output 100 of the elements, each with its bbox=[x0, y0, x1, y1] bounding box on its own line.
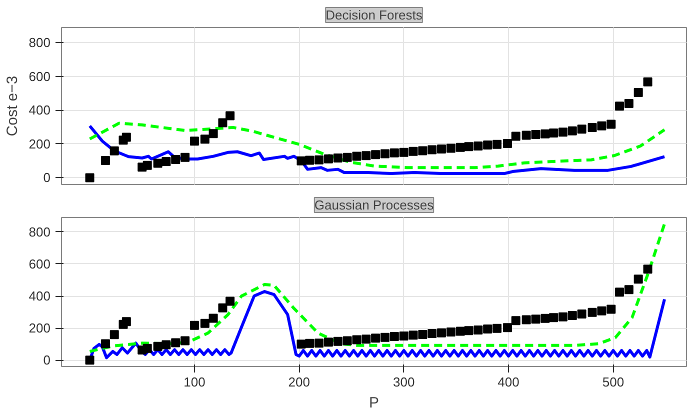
point bbox=[371, 150, 380, 160]
point bbox=[190, 320, 199, 330]
point bbox=[474, 142, 483, 151]
point bbox=[208, 129, 218, 138]
point bbox=[362, 334, 371, 344]
point bbox=[456, 326, 465, 336]
y-tick-label: 800 bbox=[28, 35, 51, 50]
chart-title: Gaussian Processes bbox=[314, 198, 434, 212]
point bbox=[483, 324, 492, 334]
point bbox=[446, 144, 456, 153]
point bbox=[122, 317, 131, 326]
x-tick-label: 200 bbox=[288, 374, 310, 390]
point bbox=[418, 146, 428, 156]
point bbox=[380, 332, 390, 342]
x-axis-title: P bbox=[369, 394, 380, 412]
line-series bbox=[88, 122, 666, 170]
chart-title: Decision Forests bbox=[326, 8, 423, 22]
point bbox=[549, 313, 558, 322]
point bbox=[428, 328, 437, 338]
point bbox=[110, 330, 119, 340]
y-tick-label: 400 bbox=[28, 102, 51, 118]
point bbox=[85, 356, 94, 365]
point bbox=[624, 285, 634, 294]
point bbox=[162, 340, 171, 350]
point bbox=[352, 335, 362, 344]
point bbox=[474, 325, 483, 334]
point bbox=[162, 157, 171, 166]
point bbox=[597, 121, 606, 130]
point bbox=[437, 328, 446, 338]
point bbox=[296, 340, 306, 349]
point bbox=[200, 134, 210, 144]
point bbox=[558, 128, 568, 137]
point bbox=[540, 129, 550, 138]
point bbox=[171, 155, 180, 164]
point bbox=[549, 128, 558, 138]
point bbox=[606, 120, 616, 129]
point bbox=[418, 330, 428, 339]
point bbox=[558, 312, 568, 322]
point bbox=[153, 342, 162, 351]
point bbox=[492, 140, 502, 149]
y-tick-label: 600 bbox=[28, 68, 51, 84]
point bbox=[362, 151, 371, 160]
point bbox=[522, 130, 531, 140]
point bbox=[122, 132, 131, 142]
point bbox=[428, 145, 437, 154]
point bbox=[634, 274, 643, 284]
point bbox=[352, 152, 362, 161]
point bbox=[577, 124, 586, 134]
point bbox=[110, 146, 119, 156]
y-tick-label: 800 bbox=[28, 224, 51, 240]
point bbox=[446, 328, 456, 337]
point bbox=[100, 339, 110, 348]
y-tick-label: 0 bbox=[43, 170, 51, 186]
y-tick-label: 200 bbox=[28, 320, 51, 336]
point bbox=[85, 173, 94, 182]
point bbox=[643, 264, 652, 274]
point bbox=[142, 344, 152, 353]
point bbox=[615, 288, 624, 297]
point bbox=[390, 332, 399, 342]
line-series bbox=[88, 222, 666, 353]
point bbox=[464, 326, 474, 336]
point bbox=[153, 158, 162, 168]
point bbox=[171, 338, 180, 348]
point bbox=[208, 314, 218, 323]
point bbox=[100, 156, 110, 166]
y-tick-label: 600 bbox=[28, 256, 51, 272]
x-tick-label: 100 bbox=[184, 374, 206, 390]
x-tick-label: 500 bbox=[602, 374, 624, 390]
point bbox=[634, 88, 643, 97]
point bbox=[522, 315, 531, 324]
point bbox=[200, 318, 210, 328]
point bbox=[568, 126, 577, 136]
point bbox=[483, 140, 492, 150]
point bbox=[314, 338, 324, 348]
point bbox=[142, 160, 152, 170]
point bbox=[342, 336, 352, 346]
point bbox=[531, 314, 540, 324]
point bbox=[180, 336, 190, 346]
point bbox=[437, 144, 446, 154]
line-series bbox=[88, 124, 666, 176]
y-axis-title: Cost e−3 bbox=[4, 76, 21, 136]
point bbox=[588, 122, 597, 132]
point bbox=[492, 324, 502, 333]
y-tick-label: 0 bbox=[43, 352, 51, 368]
point bbox=[511, 132, 520, 141]
point bbox=[399, 332, 408, 341]
point bbox=[408, 146, 418, 156]
point bbox=[643, 77, 652, 86]
point bbox=[408, 330, 418, 340]
point bbox=[606, 304, 616, 314]
point bbox=[577, 309, 586, 318]
point bbox=[218, 303, 228, 312]
point bbox=[226, 111, 235, 120]
point bbox=[399, 148, 408, 157]
point bbox=[615, 102, 624, 111]
point bbox=[511, 316, 520, 326]
point bbox=[568, 311, 577, 320]
point bbox=[371, 334, 380, 343]
point bbox=[218, 118, 228, 128]
y-tick-label: 200 bbox=[28, 136, 51, 152]
